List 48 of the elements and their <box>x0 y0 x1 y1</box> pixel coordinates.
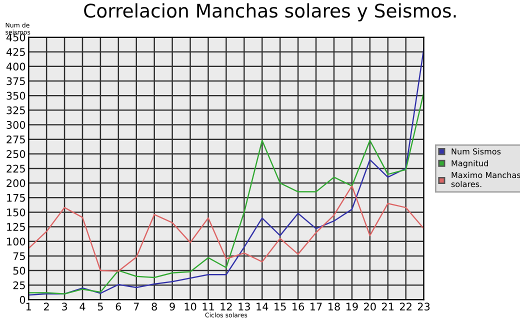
y-tick-label: 375 <box>6 77 25 86</box>
y-tick-label: 300 <box>6 120 26 129</box>
chart-title: Correlacion Manchas solares y Seismos. <box>84 3 456 22</box>
x-tick-label: 12 <box>220 302 232 310</box>
y-tick-label: 250 <box>6 150 26 158</box>
y-tick-label: 425 <box>6 48 25 56</box>
x-tick-label: 8 <box>152 302 157 311</box>
x-tick-label: 16 <box>292 302 304 311</box>
x-tick-label: 1 <box>26 302 31 310</box>
y-tick-label: 225 <box>6 164 25 173</box>
x-tick-label: 6 <box>116 302 122 311</box>
y-tick-label: 50 <box>13 266 26 275</box>
y-tick-label: 450 <box>6 33 26 42</box>
y-tick-label: 150 <box>7 208 26 216</box>
y-tick-label: 200 <box>6 179 26 188</box>
x-tick-label: 13 <box>238 302 250 311</box>
y-tick-label: 75 <box>13 252 25 260</box>
x-tick-label: 9 <box>170 302 175 311</box>
line-series <box>28 185 424 272</box>
x-tick-label: 21 <box>382 302 394 310</box>
y-tick-label: 275 <box>6 136 25 144</box>
y-tick-label: 125 <box>7 223 25 231</box>
legend-label: Magnitud <box>452 160 488 168</box>
legend-label: Maximo Manchas solares. <box>451 172 520 188</box>
x-tick-label: 10 <box>184 302 196 311</box>
x-tick-label: 14 <box>256 302 268 310</box>
x-tick-label: 15 <box>274 302 286 311</box>
x-tick-label: 19 <box>346 302 358 311</box>
x-tick-label: 11 <box>202 302 214 310</box>
x-tick-label: 3 <box>62 302 68 311</box>
y-tick-label: 25 <box>13 281 25 290</box>
x-tick-label: 5 <box>98 302 103 311</box>
x-tick-label: 4 <box>80 302 86 310</box>
x-tick-label: 17 <box>310 302 322 310</box>
x-tick-label: 7 <box>134 302 139 310</box>
y-tick-label: 400 <box>6 62 26 71</box>
line-series <box>28 92 424 294</box>
x-tick-label: 2 <box>44 302 49 310</box>
y-tick-label: 175 <box>7 194 25 202</box>
y-tick-label: 350 <box>6 92 26 100</box>
x-tick-label: 23 <box>418 302 430 311</box>
x-tick-label: 18 <box>328 302 340 311</box>
y-tick-label: 325 <box>6 106 25 114</box>
y-tick-label: 100 <box>7 238 26 246</box>
y-tick-label: 0 <box>20 296 26 304</box>
legend-label: Num Sismos <box>452 148 501 154</box>
x-tick-label: 20 <box>364 302 376 311</box>
x-tick-label: 22 <box>400 302 412 310</box>
